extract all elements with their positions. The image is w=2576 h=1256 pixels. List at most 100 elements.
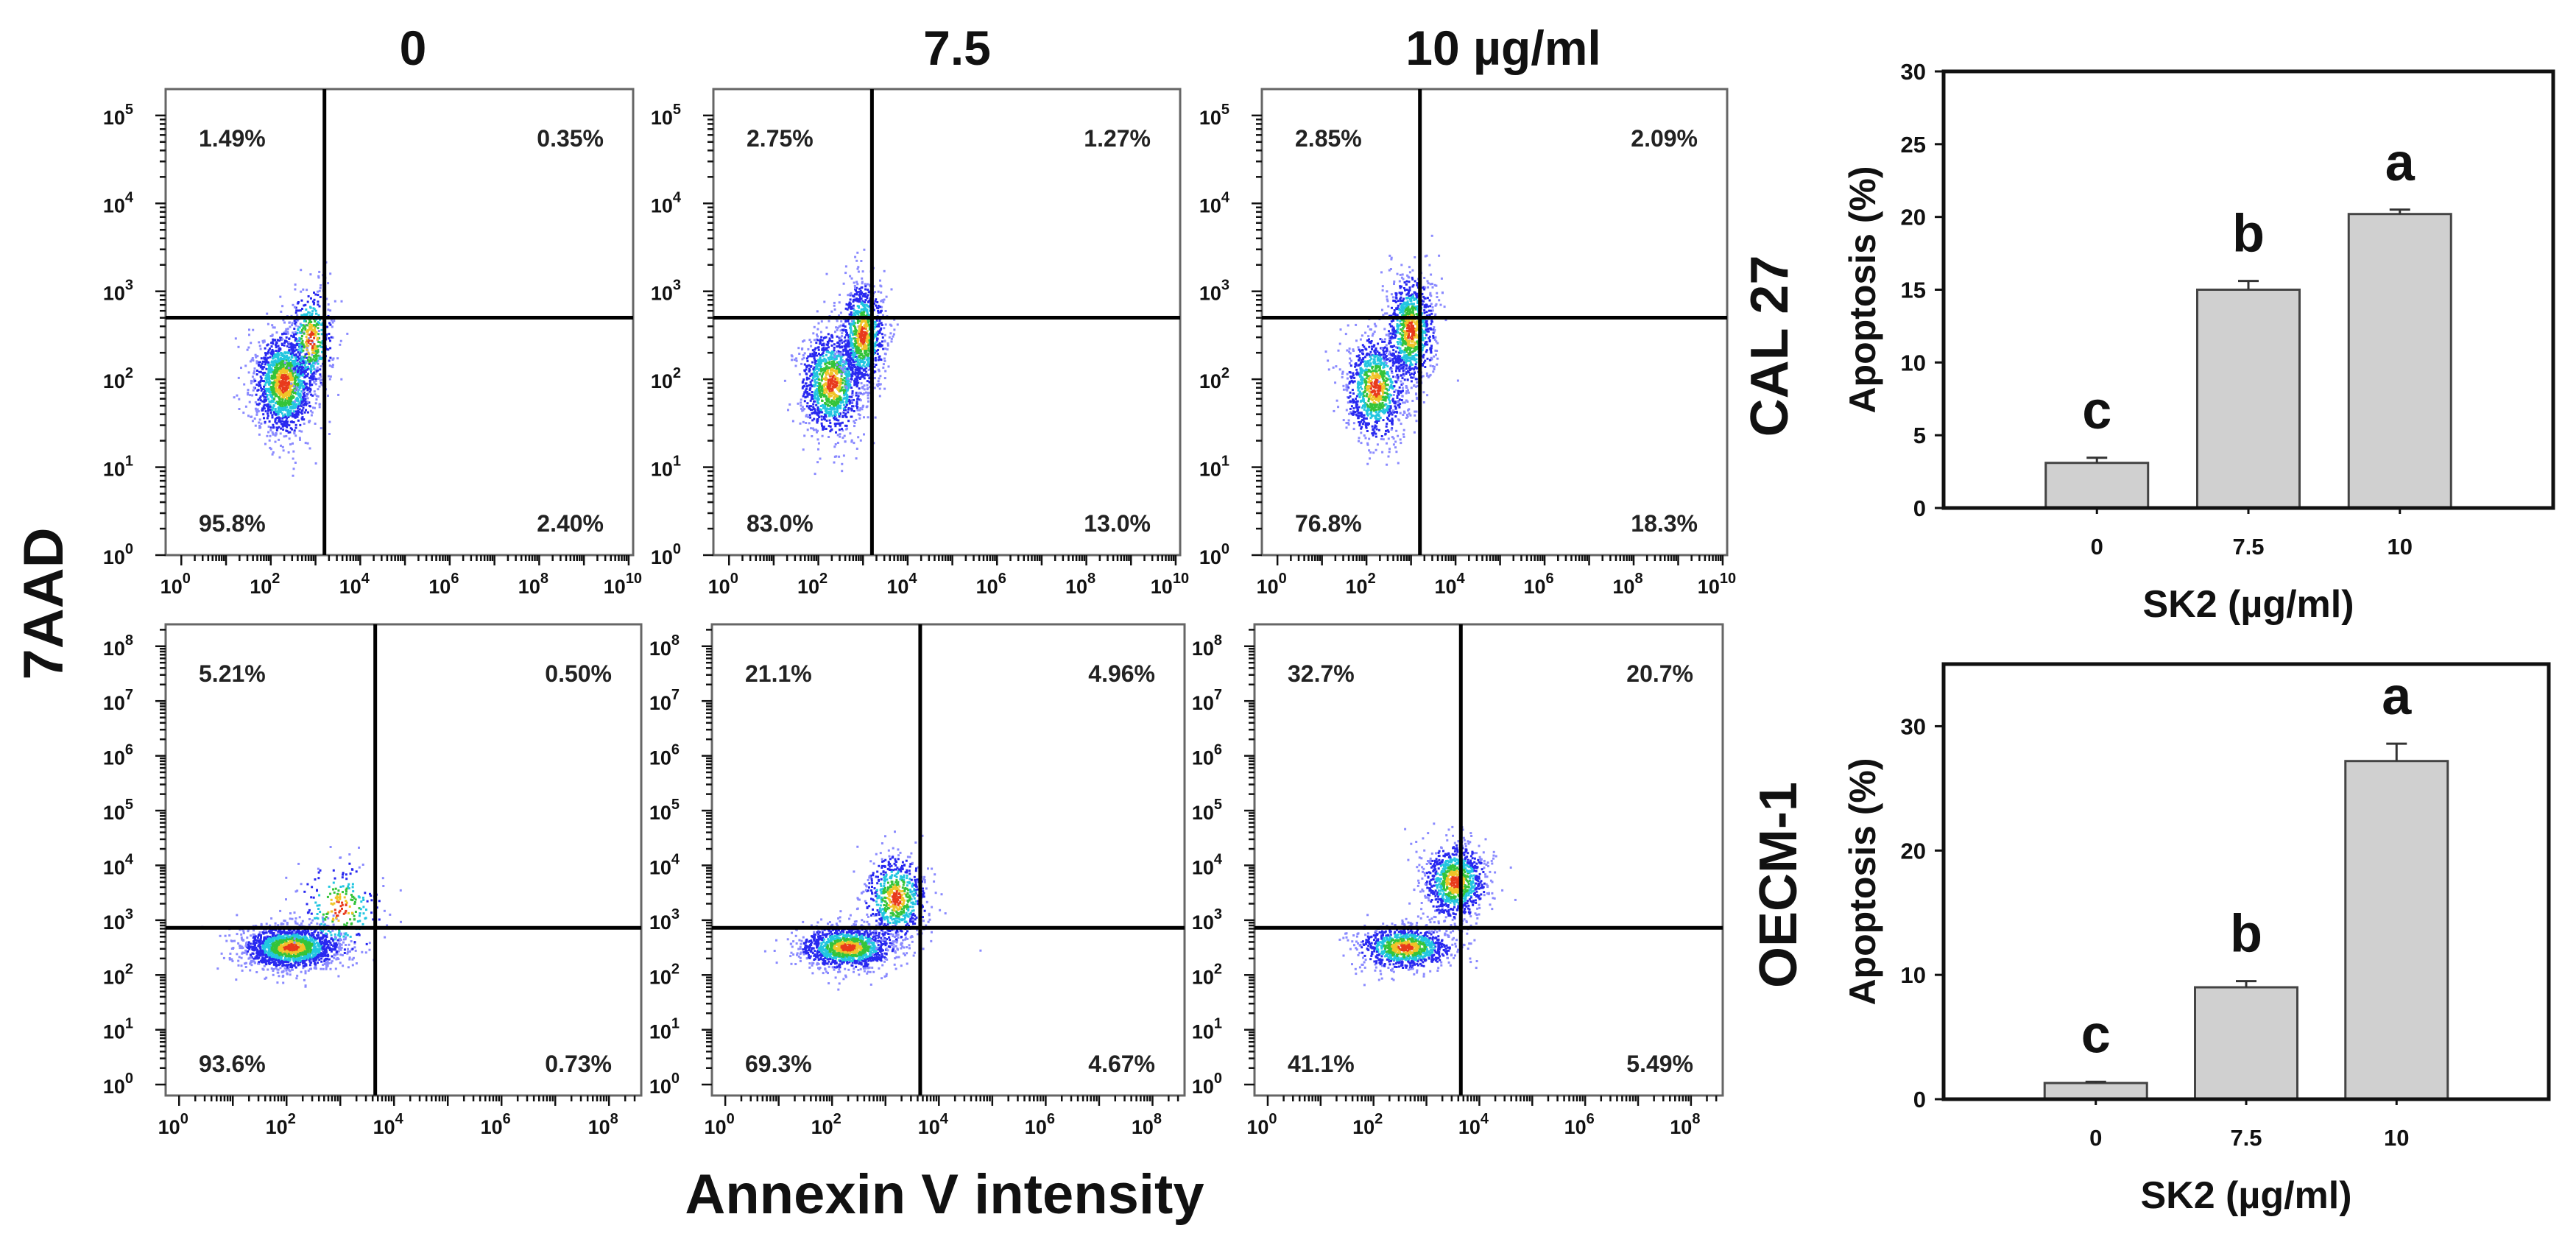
event-dot <box>813 357 816 360</box>
event-dot <box>299 331 302 334</box>
event-dot <box>877 309 880 312</box>
event-dot <box>313 356 316 359</box>
event-dot <box>833 301 836 304</box>
event-dot <box>809 365 812 367</box>
event-dot <box>855 394 858 397</box>
event-dot <box>877 349 880 351</box>
event-dot <box>301 416 304 419</box>
event-dot <box>863 416 865 419</box>
y-tick-label: 101 <box>651 454 681 481</box>
event-dot <box>311 376 314 379</box>
event-dot <box>847 356 850 359</box>
flow-panel: 100 102 104 106 108 10101001011021031041052.8… <box>1199 88 1736 598</box>
event-dot <box>319 318 321 321</box>
x-axis-label-annexin: Annexin V intensity <box>685 1163 1204 1226</box>
event-dot <box>294 288 297 291</box>
event-dot <box>269 367 272 370</box>
event-dot <box>844 409 847 412</box>
event-dot <box>266 404 269 407</box>
event-dot <box>267 431 270 434</box>
event-dot <box>317 303 320 306</box>
event-dot <box>264 352 267 355</box>
event-dot <box>286 402 289 405</box>
event-dot <box>857 266 860 269</box>
event-dot <box>844 414 847 417</box>
event-dot <box>853 337 855 340</box>
event-dot <box>817 442 820 445</box>
event-dot <box>336 357 339 360</box>
event-dot <box>271 381 274 384</box>
event-dot <box>294 384 297 387</box>
event-dot <box>888 336 891 339</box>
event-dot <box>287 431 290 434</box>
event-dot <box>886 344 889 347</box>
event-dot <box>825 364 828 367</box>
event-dot <box>283 321 286 324</box>
event-dot <box>859 407 862 410</box>
event-dot <box>1382 349 1385 352</box>
event-dot <box>869 365 872 368</box>
event-dot <box>312 365 315 367</box>
event-dot <box>865 309 868 312</box>
event-dot <box>300 400 303 403</box>
event-dot <box>816 339 819 342</box>
event-dot <box>304 375 307 378</box>
event-dot <box>321 342 324 345</box>
event-dot <box>275 356 278 359</box>
event-dot <box>864 320 867 323</box>
event-dot <box>816 461 819 464</box>
event-dot <box>879 284 882 287</box>
event-dot <box>290 406 293 409</box>
event-dot <box>294 359 297 361</box>
event-dot <box>860 326 863 328</box>
event-dot <box>822 351 825 354</box>
event-dot <box>294 324 297 327</box>
event-dot <box>265 359 268 361</box>
event-dot <box>1389 381 1392 384</box>
event-dot <box>1388 448 1391 451</box>
event-dot <box>861 302 864 305</box>
event-dot <box>311 351 314 354</box>
event-dot <box>812 406 815 409</box>
event-dot <box>247 389 250 392</box>
event-dot <box>883 327 886 330</box>
event-dot <box>858 332 861 335</box>
event-dot <box>1372 451 1375 454</box>
event-dot <box>269 448 272 451</box>
y-tick-label: 100 <box>103 541 133 568</box>
event-dot <box>319 355 322 358</box>
event-dot <box>264 354 267 356</box>
event-dot <box>856 300 859 303</box>
event-dot <box>1356 371 1359 374</box>
event-dot <box>844 385 847 388</box>
event-dot <box>795 357 798 360</box>
event-dot <box>1385 379 1388 382</box>
event-dot <box>263 391 266 393</box>
event-dot <box>256 355 259 358</box>
event-dot <box>882 366 885 369</box>
event-dot <box>800 404 802 407</box>
event-dot <box>236 394 239 397</box>
event-dot <box>274 353 277 356</box>
event-dot <box>310 324 313 327</box>
event-dot <box>271 377 274 380</box>
event-dot <box>842 411 845 414</box>
event-dot <box>1372 385 1375 388</box>
event-dot <box>264 392 267 395</box>
event-dot <box>821 424 823 427</box>
event-dot <box>830 367 833 370</box>
event-dot <box>1361 349 1364 351</box>
event-dot <box>854 371 857 374</box>
event-dot <box>838 455 841 458</box>
event-dot <box>1408 412 1411 415</box>
event-dot <box>298 393 301 396</box>
event-dot <box>835 417 838 420</box>
event-dot <box>833 393 835 396</box>
event-dot <box>272 370 275 373</box>
event-dot <box>864 346 867 349</box>
event-dot <box>292 362 294 364</box>
event-dot <box>816 385 819 387</box>
event-dot <box>292 351 294 354</box>
event-dot <box>321 322 324 325</box>
